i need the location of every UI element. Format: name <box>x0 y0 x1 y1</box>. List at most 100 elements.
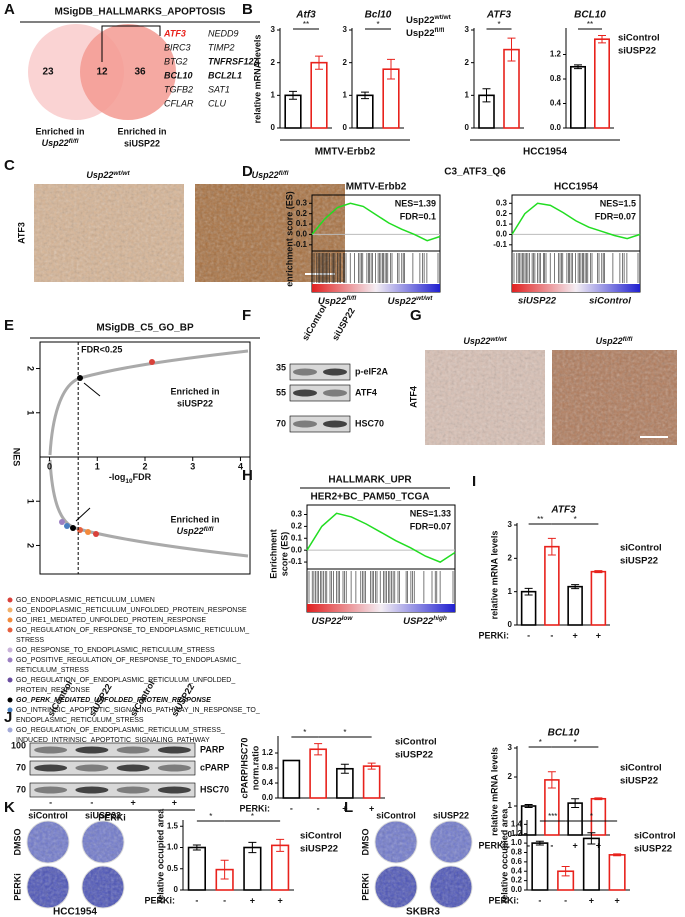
gene: CLU <box>208 98 227 108</box>
sig-label: * <box>251 812 254 821</box>
texture <box>82 866 124 908</box>
x-tick-label: + <box>250 895 255 905</box>
legend-dot <box>7 727 13 733</box>
caption-part: fl/fl <box>204 526 214 533</box>
error-bar <box>594 570 603 574</box>
western-blot: siControl siUSP22 35 55 70 p-eIF2A ATF4 HSC70 <box>276 303 389 433</box>
x-tick-label: + <box>277 895 282 905</box>
x-axis-label-part: 10 <box>125 478 133 485</box>
bar <box>520 590 537 626</box>
panel-label: F <box>242 307 251 324</box>
y-tick-label: 0.8 <box>550 74 562 83</box>
lane-label: siUSP22 <box>330 306 357 342</box>
error-bar <box>220 859 229 880</box>
sign: - <box>49 797 52 807</box>
texture <box>430 866 472 908</box>
y-tick-label: 0.0 <box>496 230 508 239</box>
panel-title: HALLMARK_UPR <box>328 475 412 486</box>
caption: Enriched in <box>170 386 219 396</box>
blot-strip <box>289 415 351 433</box>
legend-entry: INDUCED_INTRINSIC_APOPTOTIC_SIGNALING_PA… <box>16 737 210 744</box>
annotation: FDR=0.07 <box>595 211 636 221</box>
x-tick-label: 4 <box>238 461 243 471</box>
y-tick-label: 2 <box>26 543 36 548</box>
sign: - <box>90 797 93 807</box>
nes-axes: 0 1 2 3 4 2 1 1 2 FDR<0.25 -log10FDR NES <box>12 342 250 574</box>
y-tick-label: 0.1 <box>296 219 308 228</box>
error-bar <box>571 798 580 808</box>
legend-entry: siUSP22 <box>618 46 656 57</box>
legend-entry: siControl <box>620 543 662 554</box>
blot-band <box>157 764 191 772</box>
x-axis-label: -log10FDR <box>109 472 152 484</box>
nes-curve <box>48 459 249 558</box>
y-tick-label: 0.5 <box>167 864 179 873</box>
error-bar <box>276 838 285 852</box>
image-title-part: fl/fl <box>279 170 289 177</box>
rank-gradient <box>307 604 455 612</box>
y-tick-label: 0.2 <box>291 522 303 531</box>
sig-label: * <box>376 20 379 29</box>
legend-entry-part: Usp22 <box>406 28 435 39</box>
texture <box>27 821 69 863</box>
legend-entry: GO_REGULATION_OF_ENDOPLASMIC_RETICULUM_S… <box>16 727 225 734</box>
y-tick-label: 3 <box>508 520 513 529</box>
rank-end-label: USP22high <box>403 615 447 627</box>
caption: Enriched in <box>117 126 166 136</box>
legend-entry: siControl <box>300 831 342 842</box>
chart-title: HCC1954 <box>554 182 598 193</box>
rank-end-label-part: Usp22 <box>388 296 417 307</box>
barcode <box>513 253 639 283</box>
connector <box>101 25 161 62</box>
rank-end-label: siUSP22 <box>518 296 557 307</box>
caption: siUSP22 <box>177 398 213 408</box>
legend-entry: GO_ENDOPLASMIC_RETICULUM_UNFOLDED_PROTEI… <box>16 607 247 614</box>
es-curve <box>306 512 456 563</box>
term-dot <box>70 525 76 531</box>
sig-label: * <box>590 812 593 821</box>
colony-wells: siControl siUSP22 DMSO PERKi HCC1954 <box>12 810 125 917</box>
band-label: cPARP <box>200 762 229 772</box>
rank-end-label-part: low <box>342 615 354 622</box>
x-tick-label: - <box>195 895 198 905</box>
y-axis-label: Enrichment <box>268 529 278 579</box>
row-label: PERKi <box>12 873 22 901</box>
rank-end-label-part: USP22 <box>312 616 343 627</box>
y-tick-label: 0.2 <box>296 209 308 218</box>
bar <box>569 65 586 129</box>
y-tick-label: -0.1 <box>288 557 302 566</box>
y-tick-label: 3 <box>343 25 348 34</box>
x-axis-label: PERKi: <box>144 895 175 905</box>
panel-label: L <box>344 799 353 816</box>
error-bar <box>387 58 395 80</box>
x-tick-label: + <box>614 895 619 905</box>
image-title: Usp22wt/wt <box>463 336 507 347</box>
plot-frame <box>511 194 641 293</box>
gene: BIRC3 <box>164 42 191 52</box>
sig-label: * <box>209 812 212 821</box>
y-axis-label: enrichment score (ES) <box>284 191 294 287</box>
y-tick-label: 0.0 <box>296 230 308 239</box>
band-label: HSC70 <box>200 784 229 794</box>
y-tick-label: 1.5 <box>167 821 179 830</box>
y-tick-label: 1 <box>343 90 348 99</box>
nes-curve <box>48 349 249 456</box>
arrow <box>83 382 101 397</box>
gene: BCL2L1 <box>208 70 242 80</box>
lane-label: siControl <box>300 303 328 342</box>
image-title-part: Usp22 <box>463 336 490 346</box>
annotation: NES=1.39 <box>395 198 436 208</box>
x-tick-label: - <box>290 803 293 813</box>
blot-band <box>116 764 150 772</box>
bar <box>309 748 327 799</box>
legend-entry: GO_POSITIVE_REGULATION_OF_RESPONSE_TO_EN… <box>16 657 241 664</box>
y-tick-label: 0.0 <box>550 123 562 132</box>
blot-band <box>116 786 150 794</box>
y-tick-label: 1 <box>465 90 470 99</box>
y-tick-label: 0.4 <box>511 866 523 875</box>
y-axis-label: relative occupied area <box>499 808 509 904</box>
legend-entry: siControl <box>620 763 662 774</box>
sig-label: * <box>574 515 577 524</box>
y-tick-label: 3 <box>271 25 276 34</box>
cell-line: HCC1954 <box>53 907 97 917</box>
